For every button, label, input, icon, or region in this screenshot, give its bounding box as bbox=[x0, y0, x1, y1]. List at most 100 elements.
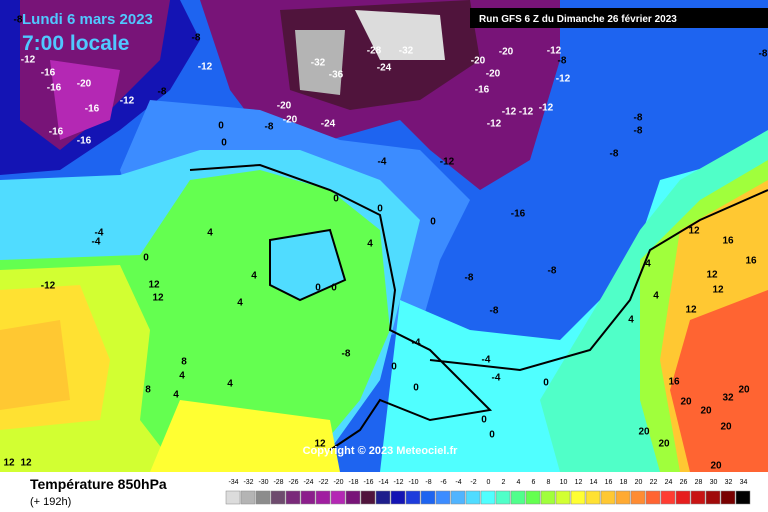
legend-label: 2 bbox=[502, 479, 506, 486]
isotherm bbox=[269, 228, 347, 302]
isotherm-label: 0 bbox=[143, 253, 149, 264]
isotherm-label: 0 bbox=[481, 415, 487, 426]
run-box bbox=[470, 8, 768, 28]
isotherm-label: -20 bbox=[471, 56, 486, 67]
legend-label: 4 bbox=[517, 479, 521, 486]
isotherm-label: -8 bbox=[465, 273, 474, 284]
isotherm-label: 12 bbox=[712, 285, 724, 296]
legend-label: 8 bbox=[547, 479, 551, 486]
legend-label: 34 bbox=[740, 479, 748, 486]
legend-swatch bbox=[345, 490, 361, 505]
isotherm-label: -16 bbox=[475, 85, 490, 96]
legend-swatch bbox=[330, 490, 346, 505]
isotherm-label: 12 bbox=[706, 270, 718, 281]
legend-swatch bbox=[435, 490, 451, 505]
color-legend: -34 -32 -30 -28 -26 -24 -22 -20 -18 -16 -14 -12 -10-… bbox=[225, 479, 751, 505]
isotherm-label: -12 bbox=[440, 157, 455, 168]
legend-swatch bbox=[510, 490, 526, 505]
legend-label: -18 bbox=[348, 479, 358, 486]
isotherm-label: -12 bbox=[41, 281, 56, 292]
legend-label: -16 bbox=[363, 479, 373, 486]
isotherm-label: 32 bbox=[722, 393, 734, 404]
legend-swatch bbox=[615, 490, 631, 505]
isotherm-label: -36 bbox=[329, 70, 344, 81]
legend-swatch bbox=[285, 490, 301, 505]
isotherm-label: -8 bbox=[490, 306, 499, 317]
legend-swatch bbox=[240, 490, 256, 505]
isotherm-label: -20 bbox=[277, 101, 292, 112]
isotherm-label: 12 bbox=[152, 293, 164, 304]
legend-swatch bbox=[630, 490, 646, 505]
isotherm-label: 0 bbox=[391, 362, 397, 373]
warm-area bbox=[0, 320, 70, 410]
isotherm-label: 4 bbox=[628, 315, 634, 326]
legend-swatch bbox=[600, 490, 616, 505]
isotherm-label: -16 bbox=[41, 68, 56, 79]
cold-area bbox=[355, 10, 445, 60]
isotherm-label: 0 bbox=[221, 138, 227, 149]
legend-swatch bbox=[465, 490, 481, 505]
legend-swatch bbox=[480, 490, 496, 505]
time: 7:00 locale bbox=[22, 32, 129, 55]
legend-label: -34 bbox=[228, 479, 238, 486]
isotherm-label: 4 bbox=[653, 291, 659, 302]
isotherm-label: -4 bbox=[378, 157, 387, 168]
legend-swatch bbox=[225, 490, 241, 505]
isotherm-label: 0 bbox=[333, 194, 339, 205]
legend-swatch bbox=[270, 490, 286, 505]
isotherm-label: 0 bbox=[413, 383, 419, 394]
isotherm-label: -20 bbox=[486, 69, 501, 80]
legend-swatch bbox=[660, 490, 676, 505]
cold-area bbox=[295, 30, 345, 95]
isotherm-label: -8 bbox=[342, 349, 351, 360]
legend-swatch bbox=[540, 490, 556, 505]
isotherm-label: 20 bbox=[738, 385, 750, 396]
legend-label: 26 bbox=[680, 479, 688, 486]
isotherm-label: 16 bbox=[745, 256, 757, 267]
isotherm-label: -24 bbox=[377, 63, 392, 74]
isotherm-label: -16 bbox=[49, 127, 64, 138]
isotherm-label: -8 bbox=[634, 113, 643, 124]
cold-area bbox=[50, 60, 120, 140]
isotherm-label: -16 bbox=[85, 104, 100, 115]
legend-swatch bbox=[420, 490, 436, 505]
isotherm-label: 0 bbox=[543, 378, 549, 389]
isotherm-label: -12 bbox=[21, 55, 36, 66]
footer-lead: (+ 192h) bbox=[30, 496, 71, 508]
legend-label: 10 bbox=[560, 479, 568, 486]
isotherm-label: 12 bbox=[148, 280, 160, 291]
isotherm-label: -16 bbox=[47, 83, 62, 94]
isotherm-label: 0 bbox=[377, 204, 383, 215]
legend-swatch bbox=[705, 490, 721, 505]
isotherm-label: -20 bbox=[499, 47, 514, 58]
legend-label: 20 bbox=[635, 479, 643, 486]
isotherm-label: 4 bbox=[237, 298, 243, 309]
isotherm-label: 4 bbox=[173, 390, 179, 401]
isotherm-label: -12 bbox=[539, 103, 554, 114]
legend-label: -24 bbox=[303, 479, 313, 486]
legend-swatch bbox=[315, 490, 331, 505]
isotherm-label: 8 bbox=[181, 357, 187, 368]
legend-swatch bbox=[255, 490, 271, 505]
run-info: Run GFS 6 Z du Dimanche 26 février 2023 bbox=[479, 14, 677, 25]
isotherm-label: -8 bbox=[558, 56, 567, 67]
isotherm-label: 4 bbox=[179, 371, 185, 382]
isotherm-label: -32 bbox=[311, 58, 326, 69]
isotherm-label: -16 bbox=[77, 136, 92, 147]
legend-label: 28 bbox=[695, 479, 703, 486]
isotherm-label: -12 bbox=[198, 62, 213, 73]
legend-swatch bbox=[390, 490, 406, 505]
legend-swatch bbox=[735, 490, 751, 505]
legend-swatch bbox=[570, 490, 586, 505]
isotherm-label: -12 bbox=[487, 119, 502, 130]
isotherm-label: 4 bbox=[367, 239, 373, 250]
isotherm-label: -4 bbox=[412, 338, 421, 349]
legend-label: 0 bbox=[487, 479, 491, 486]
copyright: Copyright © 2023 Meteociel.fr bbox=[303, 445, 459, 457]
isotherm-label: -32 bbox=[399, 46, 414, 57]
cool-area bbox=[270, 230, 345, 300]
isotherm-label: 0 bbox=[489, 430, 495, 441]
isotherm-label: -8 bbox=[14, 15, 23, 26]
